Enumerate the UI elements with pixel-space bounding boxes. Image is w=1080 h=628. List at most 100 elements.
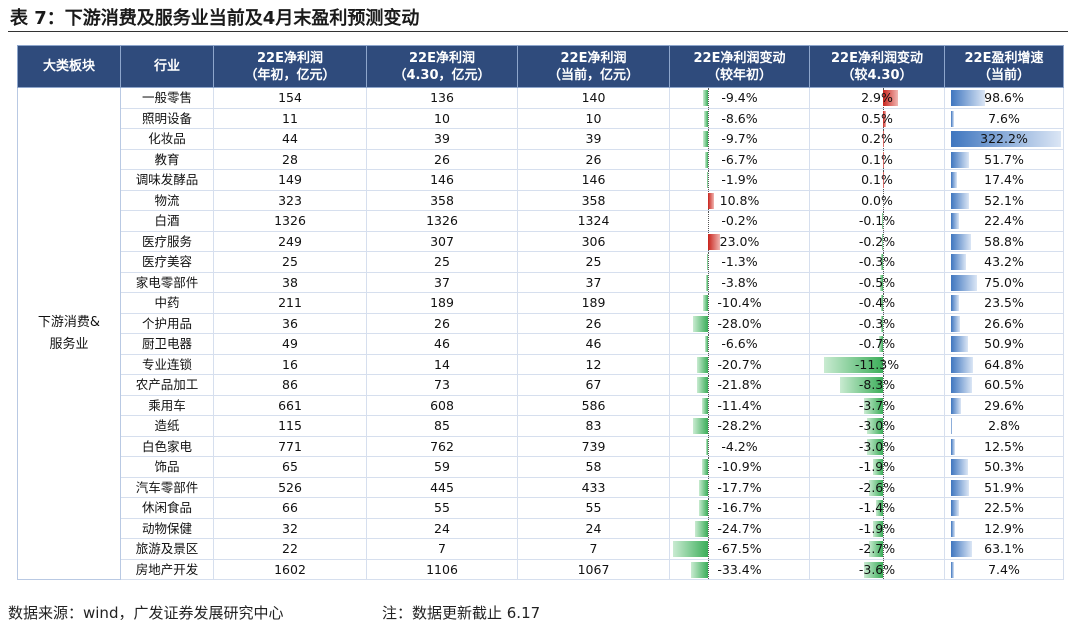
profit-value: 249 xyxy=(278,233,302,249)
value-cell: 445 xyxy=(366,476,518,498)
profit-value: 739 xyxy=(581,438,606,454)
percent-text: -11.3% xyxy=(854,356,900,372)
header-cell: 22E净利润 （当前，亿元） xyxy=(517,45,670,88)
percent-text: 322.2% xyxy=(980,131,1028,147)
data-bar xyxy=(690,561,708,578)
profit-value: 22 xyxy=(282,541,298,557)
data-bar xyxy=(883,131,885,147)
axis-line xyxy=(708,416,709,436)
value-cell: 0.2% xyxy=(809,128,945,150)
value-cell: -11.4% xyxy=(669,394,810,416)
value-cell: -1.9% xyxy=(809,517,945,539)
header-text: 行业 xyxy=(153,59,180,74)
value-cell: 25 xyxy=(366,251,518,273)
value-cell: 50.3% xyxy=(944,456,1064,478)
percent-text: -9.4% xyxy=(721,90,758,106)
data-bar xyxy=(951,541,973,557)
value-cell: 189 xyxy=(366,292,518,314)
profit-value: 586 xyxy=(581,397,606,413)
data-bar xyxy=(951,274,977,291)
data-bar xyxy=(875,500,883,516)
profit-value: 46 xyxy=(585,336,602,352)
value-cell: 12 xyxy=(517,353,670,375)
value-cell: 29.6% xyxy=(944,394,1064,416)
table-row: 物流 323 358 358 10.8% 0.0% 52.1% xyxy=(18,189,1064,211)
value-cell: 58.8% xyxy=(944,230,1064,252)
value-cell: 23.5% xyxy=(944,292,1064,314)
axis-line xyxy=(708,88,709,108)
data-bar xyxy=(951,397,962,414)
value-cell: -2.7% xyxy=(809,538,945,560)
data-bar xyxy=(951,479,969,496)
value-cell: -28.0% xyxy=(669,312,810,334)
data-bar xyxy=(703,110,708,127)
profit-value: 55 xyxy=(434,500,450,516)
axis-line xyxy=(708,129,709,149)
profit-value: 12 xyxy=(585,356,602,372)
value-cell: 52.1% xyxy=(944,189,1064,211)
percent-text: 0.1% xyxy=(861,172,893,188)
value-cell: 146 xyxy=(366,169,518,191)
value-cell: -0.2% xyxy=(669,210,810,232)
profit-value: 65 xyxy=(282,459,298,475)
industry-name: 汽车零部件 xyxy=(135,479,199,495)
data-bar xyxy=(824,356,883,373)
percent-text: 50.3% xyxy=(984,459,1024,475)
table-row: 厨卫电器 49 46 46 -6.6% -0.7% 50.9% xyxy=(18,333,1064,355)
profit-value: 7 xyxy=(589,541,598,557)
header-text: 22E净利润 xyxy=(560,50,627,66)
data-bar xyxy=(868,541,883,557)
profit-value: 28 xyxy=(282,151,298,167)
industry-cell: 医疗美容 xyxy=(120,251,214,273)
percent-text: -2.7% xyxy=(858,541,896,557)
percent-text: 58.8% xyxy=(984,233,1024,249)
profit-value: 306 xyxy=(581,233,606,249)
value-cell: 39 xyxy=(517,128,670,150)
axis-line xyxy=(708,354,709,374)
profit-value: 32 xyxy=(282,520,298,536)
profit-value: 189 xyxy=(430,295,454,311)
table-row: 下游消费&服务业 一般零售 154 136 140 -9.4% 2.9% 98.6% xyxy=(17,87,1064,580)
percent-text: -6.7% xyxy=(721,151,758,167)
axis-line xyxy=(883,252,884,272)
value-cell: 7.6% xyxy=(944,107,1064,129)
header-text: 22E净利润变动 xyxy=(693,50,786,66)
value-cell: 83 xyxy=(517,415,670,437)
profit-value: 85 xyxy=(434,418,450,434)
percent-text: -10.4% xyxy=(717,295,762,311)
value-cell: 762 xyxy=(366,435,518,457)
data-bar xyxy=(951,233,971,250)
percent-text: 12.5% xyxy=(984,438,1024,454)
axis-line xyxy=(708,436,709,456)
value-cell: 55 xyxy=(366,497,518,519)
profit-value: 136 xyxy=(430,90,454,106)
profit-value: 358 xyxy=(581,192,606,208)
percent-text: -0.1% xyxy=(858,213,896,229)
percent-text: -3.0% xyxy=(858,418,896,434)
axis-line xyxy=(708,108,709,128)
value-cell: 24 xyxy=(366,517,518,539)
value-cell: -1.9% xyxy=(809,456,945,478)
data-bar xyxy=(839,377,883,393)
profit-value: 211 xyxy=(278,295,302,311)
industry-name: 农产品加工 xyxy=(135,377,199,393)
industry-name: 一般零售 xyxy=(141,90,192,106)
axis-line xyxy=(883,375,884,395)
axis-line xyxy=(883,498,884,518)
value-cell: 189 xyxy=(517,292,670,314)
value-cell: 0.0% xyxy=(809,189,945,211)
table-row: 饰品 65 59 58 -10.9% -1.9% 50.3% xyxy=(18,456,1064,478)
axis-line xyxy=(708,252,709,272)
value-cell: 149 xyxy=(213,169,367,191)
value-cell: 17.4% xyxy=(944,169,1064,191)
data-bar xyxy=(699,500,708,516)
profit-value: 189 xyxy=(581,295,606,311)
value-cell: 16 xyxy=(213,353,367,375)
profit-value: 67 xyxy=(585,377,602,393)
header-text: 22E净利润 xyxy=(257,50,323,66)
data-bar xyxy=(708,233,720,250)
percent-text: -3.6% xyxy=(858,561,896,577)
value-cell: -3.0% xyxy=(809,415,945,437)
percent-text: -0.4% xyxy=(858,295,896,311)
